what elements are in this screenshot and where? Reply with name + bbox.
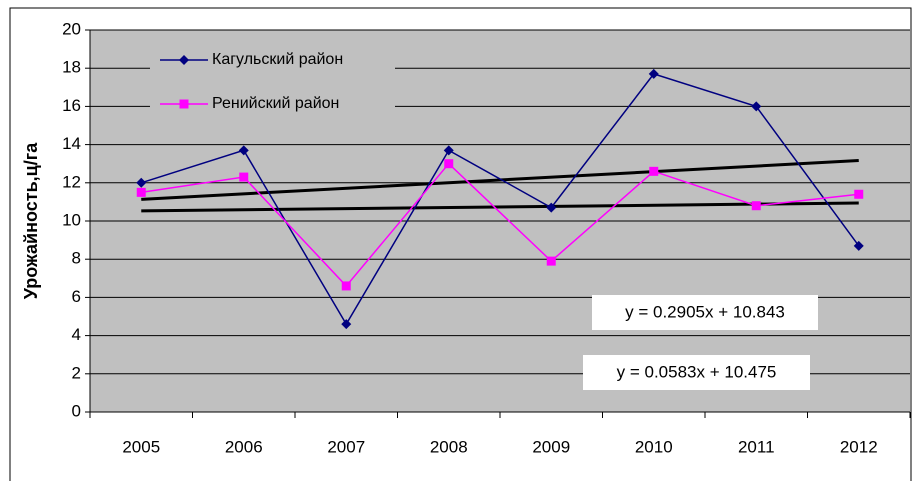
x-tick-label: 2006 [225, 437, 263, 456]
series-line [141, 162, 859, 288]
equation-label: y = 0.2905x + 10.843 [625, 302, 785, 321]
marker [341, 319, 352, 330]
series-line [141, 73, 860, 326]
y-tick-label: 18 [62, 58, 81, 77]
marker [136, 177, 147, 188]
trendline [141, 159, 859, 201]
y-tick-label: 10 [62, 210, 81, 229]
x-tick-label: 2009 [532, 437, 570, 456]
y-tick-label: 2 [72, 363, 81, 382]
x-tick-label: 2010 [635, 437, 673, 456]
y-tick-label: 4 [72, 325, 81, 344]
legend-label: Ренийский район [212, 95, 339, 112]
equation-box [583, 355, 810, 390]
legend [150, 42, 395, 122]
marker [546, 202, 557, 213]
marker [239, 172, 249, 182]
x-tick-label: 2008 [430, 437, 468, 456]
marker [179, 99, 189, 109]
y-tick-label: 14 [62, 134, 81, 153]
trendline [141, 201, 859, 213]
y-tick-label: 16 [62, 96, 81, 115]
legend-label: Кагульский район [212, 51, 343, 68]
marker [443, 145, 454, 156]
marker [546, 256, 556, 266]
marker [179, 55, 189, 65]
y-tick-label: 12 [62, 172, 81, 191]
x-tick-label: 2012 [840, 437, 878, 456]
y-tick-label: 20 [62, 19, 81, 38]
y-tick-label: 0 [72, 401, 81, 420]
y-tick-label: 6 [72, 287, 81, 306]
marker [444, 159, 454, 169]
marker [649, 166, 659, 176]
marker [853, 240, 864, 251]
marker [751, 101, 762, 112]
marker [854, 189, 864, 199]
x-tick-label: 2011 [738, 437, 775, 456]
x-tick-label: 2005 [122, 437, 160, 456]
marker [648, 68, 659, 79]
equation-box [592, 295, 818, 330]
y-tick-label: 8 [72, 249, 81, 268]
y-axis-label: Урожайность,ц/га [21, 142, 41, 299]
marker [238, 145, 249, 156]
equation-label: y = 0.0583x + 10.475 [617, 362, 777, 381]
marker [136, 187, 146, 197]
marker [341, 281, 351, 291]
marker [751, 201, 761, 211]
x-tick-label: 2007 [327, 437, 365, 456]
